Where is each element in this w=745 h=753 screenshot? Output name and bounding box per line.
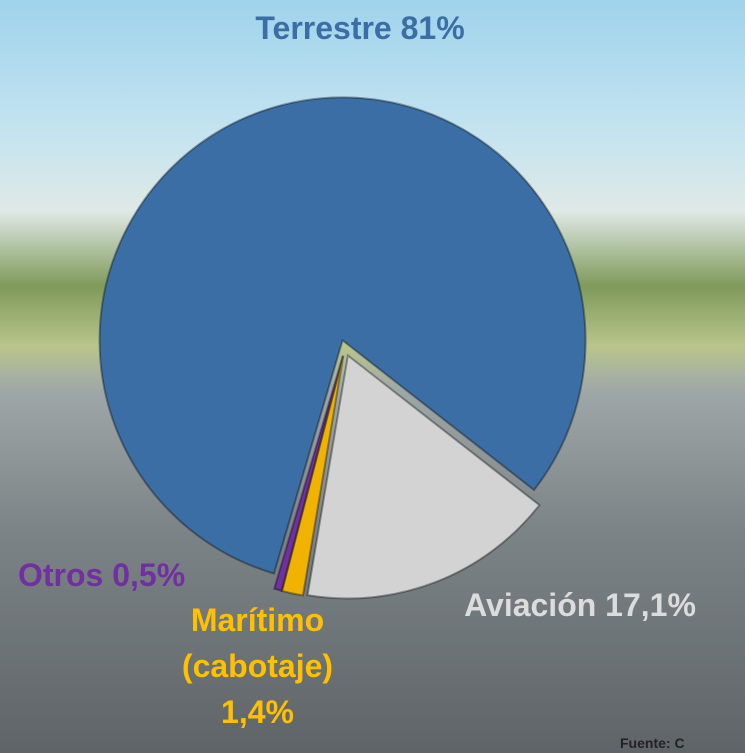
slice-value: 81% — [400, 10, 465, 46]
pie-slice — [306, 353, 541, 600]
slice-label: Terrestre 81% — [160, 5, 560, 51]
slice-category: Marítimo (cabotaje) — [181, 602, 334, 684]
pie-slice — [280, 355, 345, 597]
pie-slice — [98, 96, 587, 575]
slice-value: 0,5% — [112, 557, 186, 593]
slice-label: Marítimo (cabotaje) 1,4% — [160, 597, 355, 735]
pie-slice — [273, 355, 344, 593]
slice-label: Otros 0,5% — [18, 552, 258, 598]
source: Fuente: C — [620, 735, 685, 751]
slice-label: Aviación 17,1% — [420, 582, 740, 628]
slice-category: Aviación — [464, 587, 597, 623]
slice-category: Terrestre — [255, 10, 392, 46]
slice-value: 17,1% — [605, 587, 696, 623]
slice-value: 1,4% — [221, 694, 294, 730]
slice-category: Otros — [18, 557, 104, 593]
